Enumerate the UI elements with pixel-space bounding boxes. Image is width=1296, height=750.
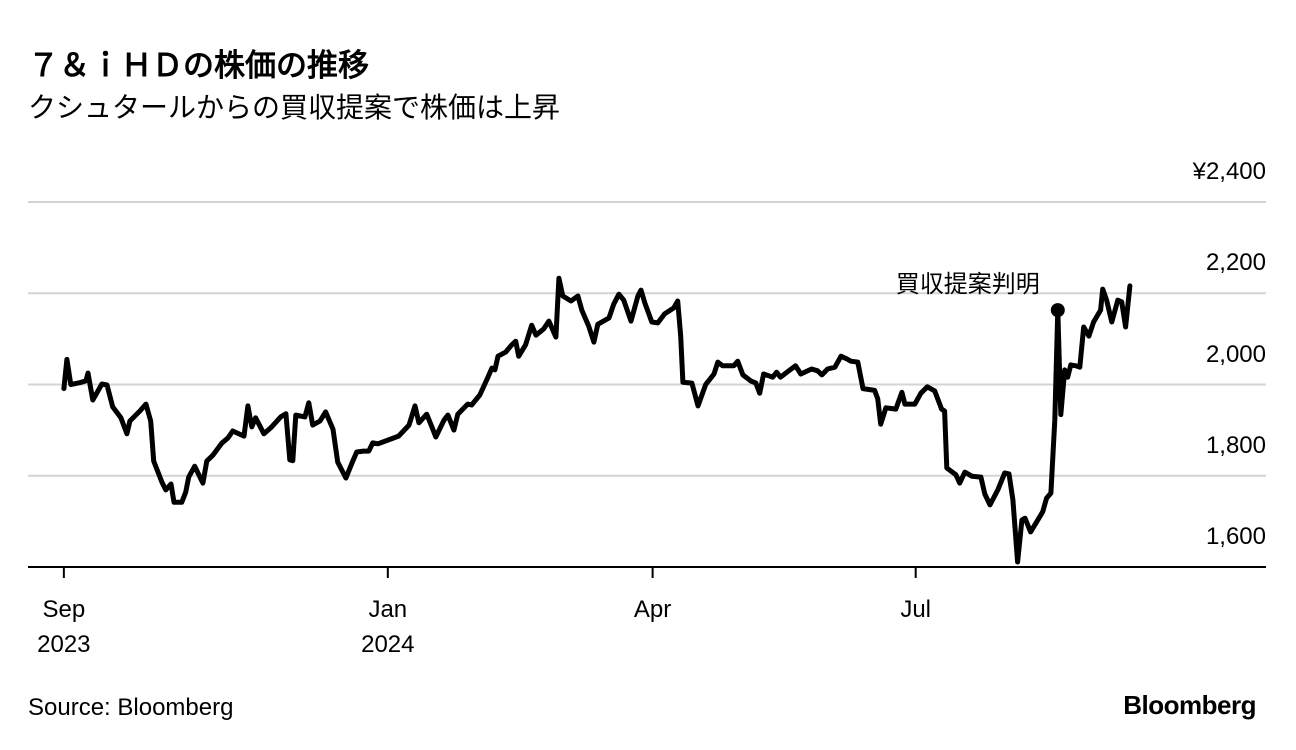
y-tick-label: 2,200 [1205,249,1266,277]
annotation-dot [1050,303,1065,318]
y-tick-label: 1,600 [1205,523,1266,550]
x-tick-label: Apr [633,596,672,623]
y-tick-label: 2,000 [1205,340,1266,368]
chart-title: ７＆ｉＨＤの株価の推移 [28,48,369,83]
x-tick-label: Jul [900,596,932,623]
y-tick-label: ¥2,400 [1192,158,1266,185]
chart-subtitle: クシュタールからの買収提案で株価は上昇 [28,92,561,123]
x-tick-label: Sep 2023 [37,596,91,658]
price-line [61,275,1133,565]
annotation-label: 買収提案判明 [895,271,1040,299]
brand-logo: Bloomberg [1123,690,1256,720]
x-tick-label: Jan 2024 [361,596,415,658]
y-tick-label: 1,800 [1205,431,1266,459]
source-note: Source: Bloomberg [28,694,234,721]
